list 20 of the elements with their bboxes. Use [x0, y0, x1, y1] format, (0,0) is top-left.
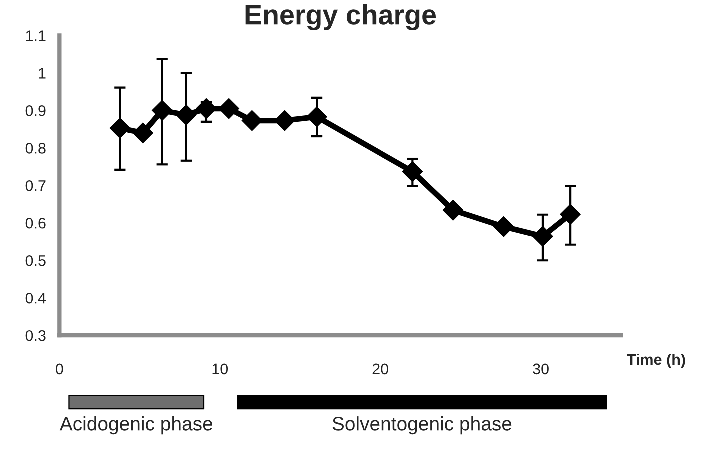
y-tick-label: 1.1 [26, 30, 46, 42]
x-axis-title: Time (h) [627, 354, 686, 368]
point [442, 200, 464, 221]
y-tick-label: 0.7 [26, 180, 46, 192]
point [132, 122, 154, 144]
x-tick-label: 10 [212, 364, 228, 375]
y-tick-label: 0.9 [26, 106, 46, 116]
text: Solventogenic phase [332, 416, 512, 435]
chart-title: Energy charge [246, 4, 436, 30]
y-tick-label: 1 [39, 68, 46, 79]
x-tick-label: 0 [56, 364, 64, 375]
y-tick-label: 0.6 [26, 218, 46, 229]
y-tick-label: 0.8 [26, 143, 46, 154]
y-tick-label: 0.3 [26, 330, 46, 342]
text: Acidogenic phase [60, 416, 212, 435]
y-tick-label: 0.5 [26, 255, 46, 266]
y-tick-label: 0.4 [26, 292, 46, 304]
x-tick-label: 30 [533, 364, 549, 375]
point [493, 216, 514, 238]
x-tick-label: 20 [372, 364, 388, 375]
